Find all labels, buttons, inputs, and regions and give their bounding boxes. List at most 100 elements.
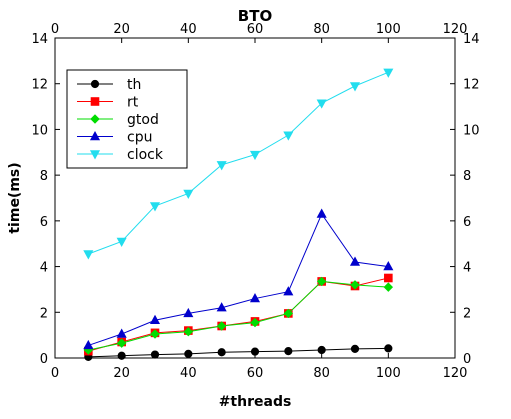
y-tick-label-right: 8 — [463, 169, 471, 184]
legend-item-gtod: gtod — [77, 112, 159, 128]
x-tick-label-top: 0 — [51, 22, 59, 37]
y-tick-label-right: 14 — [463, 32, 480, 47]
y-tick-label-right: 6 — [463, 215, 471, 230]
series-layer — [83, 68, 394, 361]
x-tick-label: 80 — [313, 366, 330, 381]
y-tick-label: 14 — [31, 32, 48, 47]
series-th — [84, 344, 393, 361]
legend-marker — [89, 130, 101, 141]
x-tick-label-top: 20 — [113, 22, 130, 37]
x-tick-label-top: 40 — [180, 22, 197, 37]
data-point-gtod — [383, 282, 394, 292]
x-tick-label-top: 80 — [313, 22, 330, 37]
data-point-cpu — [149, 314, 161, 324]
y-tick-label: 4 — [40, 261, 48, 276]
data-point-cpu — [249, 293, 261, 303]
data-point-th — [250, 347, 260, 356]
y-tick-label-right: 0 — [463, 352, 471, 367]
data-point-th — [350, 344, 360, 353]
x-tick-label: 20 — [113, 366, 130, 381]
y-tick-label: 0 — [40, 352, 48, 367]
data-point-gtod — [283, 308, 294, 319]
y-tick-label: 10 — [31, 123, 48, 138]
data-point-gtod — [350, 280, 360, 290]
data-point-cpu — [383, 261, 394, 271]
data-point-cpu — [216, 302, 227, 312]
data-point-clock — [116, 237, 127, 247]
y-tick-label: 8 — [40, 169, 48, 184]
y-tick-label: 2 — [40, 306, 48, 321]
y-tick-label: 12 — [31, 78, 48, 93]
data-point-cpu — [349, 256, 361, 266]
x-tick-label-top: 120 — [443, 22, 468, 37]
legend-item-rt: rt — [77, 95, 139, 111]
series-cpu — [83, 208, 394, 350]
data-point-th — [150, 350, 160, 359]
data-point-th — [117, 351, 126, 360]
series-line-rt — [88, 277, 389, 352]
legend-marker — [90, 97, 100, 106]
data-point-cpu — [183, 307, 194, 318]
x-tick-label: 120 — [443, 366, 468, 381]
data-point-th — [217, 348, 226, 357]
data-point-clock — [383, 68, 394, 78]
x-tick-label: 60 — [247, 366, 264, 381]
legend-label: clock — [127, 147, 164, 163]
data-point-clock — [316, 99, 327, 109]
series-line-gtod — [88, 280, 389, 351]
legend-marker — [90, 114, 100, 124]
legend-label: gtod — [127, 112, 159, 128]
data-point-rt — [384, 273, 393, 283]
data-point-gtod — [116, 338, 127, 348]
x-tick-label-top: 60 — [247, 22, 264, 37]
legend-label: cpu — [127, 130, 152, 146]
data-point-clock — [83, 250, 94, 260]
series-line-cpu — [88, 212, 389, 346]
data-point-clock — [216, 161, 227, 171]
data-point-th — [284, 347, 293, 356]
y-tick-label-right: 10 — [463, 123, 480, 138]
data-point-th — [184, 349, 193, 358]
x-tick-label: 0 — [51, 366, 59, 381]
series-line-clock — [88, 71, 389, 255]
legend-marker — [89, 150, 101, 160]
data-point-clock — [183, 189, 194, 199]
series-line-th — [88, 347, 389, 358]
y-tick-label-right: 4 — [463, 261, 471, 276]
legend-label: rt — [127, 95, 139, 111]
data-point-gtod — [250, 317, 260, 328]
data-point-gtod — [183, 327, 194, 337]
data-point-cpu — [116, 328, 127, 338]
data-point-clock — [249, 150, 261, 161]
legend-label: th — [127, 77, 141, 93]
data-point-th — [317, 345, 326, 355]
data-point-gtod — [216, 321, 227, 331]
x-tick-label-top: 100 — [376, 22, 401, 37]
legend-item-cpu: cpu — [77, 130, 152, 146]
data-point-clock — [149, 202, 161, 212]
legend-marker — [90, 79, 100, 89]
y-tick-label: 6 — [40, 215, 48, 230]
y-tick-label-right: 2 — [463, 306, 471, 321]
legend-item-clock: clock — [77, 147, 164, 163]
data-point-clock — [349, 82, 361, 92]
y-axis-title: time(ms) — [7, 162, 23, 233]
x-axis-title: #threads — [219, 394, 292, 410]
legend-item-th: th — [77, 77, 141, 93]
x-tick-label: 100 — [376, 366, 401, 381]
data-point-clock — [283, 131, 294, 141]
x-tick-label: 40 — [180, 366, 197, 381]
data-point-cpu — [316, 208, 327, 218]
y-tick-label-right: 12 — [463, 78, 480, 93]
chart-title: BTO — [238, 7, 272, 25]
data-point-cpu — [83, 339, 94, 350]
data-point-gtod — [150, 329, 160, 339]
data-point-th — [384, 344, 393, 353]
series-rt — [84, 273, 393, 356]
series-clock — [83, 68, 394, 260]
data-point-cpu — [283, 286, 294, 296]
data-point-gtod — [316, 276, 327, 287]
